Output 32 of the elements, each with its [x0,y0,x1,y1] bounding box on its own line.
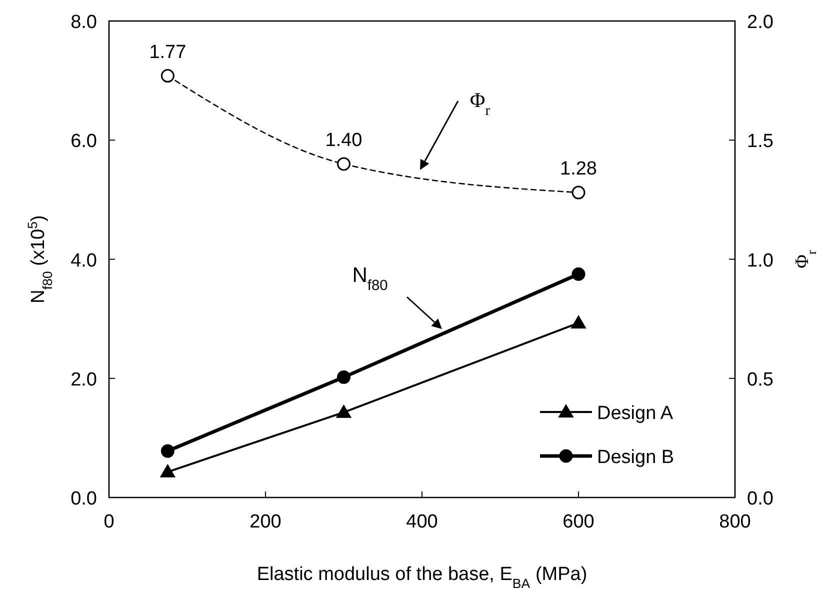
point [336,404,352,418]
point [160,444,174,458]
data-label: 1.40 [325,130,362,151]
x-axis-title: Elastic modulus of the base, E$_{BA}$ (MPa) [256,564,588,590]
data-label: 1.77 [149,42,186,63]
y-tick-label: 2.0 [70,369,97,390]
y-tick-label: 8.0 [70,12,97,33]
point [572,186,586,200]
point [160,69,174,83]
legend-label: Design A [597,403,674,424]
y2-tick-label: 0.0 [747,488,774,510]
point [160,464,176,478]
data-label: 1.28 [560,158,597,180]
y-tick-label: 4.0 [70,250,97,272]
x-tick-label: 0 [104,512,114,532]
x-tick-label: 800 [719,512,751,532]
y2-tick-label: 0.5 [747,369,774,390]
point [337,157,350,171]
y2-tick-label: 1.5 [747,131,774,152]
point [337,370,350,384]
x-tick-label: 200 [250,512,282,532]
y2-tick-label: 2.0 [747,12,774,33]
annotation: N$_{f80}$ [352,264,388,294]
y2-tick-label: 1.0 [747,250,774,272]
annotation: Φ$_{r}$ [470,88,490,119]
y-tick-label: 6.0 [70,131,97,152]
x-tick-label: 600 [562,512,594,532]
y-tick-label: 0.0 [70,488,97,510]
x-tick-label: 400 [406,512,438,532]
point [571,315,586,328]
legend-label: Design B [597,447,674,468]
point [572,267,586,281]
